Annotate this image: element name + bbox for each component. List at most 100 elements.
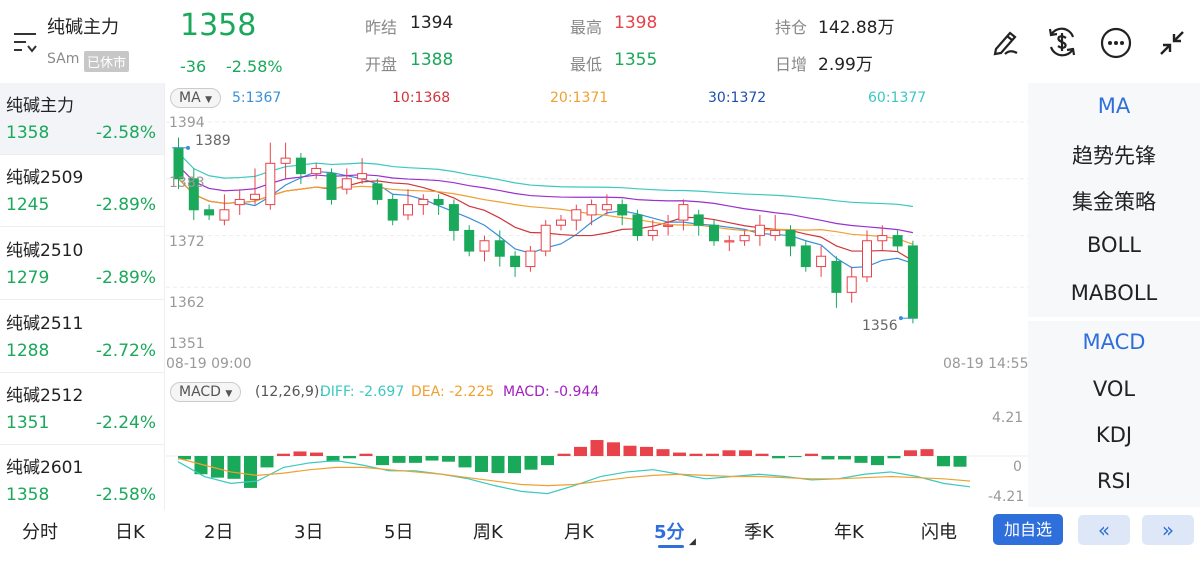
contract-name: 纯碱2512 [6,386,84,406]
low-marker: 1356 [862,318,898,334]
side-item-ma[interactable]: MA [1097,94,1131,118]
macd-chart[interactable] [166,404,1028,508]
tab-5day[interactable]: 5日 [384,522,414,543]
macd-y-tick: 0 [1013,459,1022,475]
macd-bar [326,456,340,462]
macd-bar [805,453,818,456]
macd-bar [376,456,389,466]
y-tick: 1351 [169,336,205,352]
candle-body [418,198,429,206]
side-item-maboll[interactable]: MABOLL [1070,281,1158,305]
side-item-rsi[interactable]: RSI [1096,469,1132,493]
tab-daily-k[interactable]: 日K [115,522,145,543]
macd-bar [541,456,554,466]
candle-body [862,240,872,278]
candle-body [341,178,352,190]
side-item-kdj[interactable]: KDJ [1095,423,1133,447]
stat-value: 1388 [410,50,454,70]
menu-icon[interactable] [12,30,38,54]
tab-monthly-k[interactable]: 月K [564,522,594,543]
tab-quarterly-k[interactable]: 季K [744,522,774,543]
pen-draw-icon[interactable] [990,27,1020,61]
macd-bar [557,453,571,456]
candlestick-chart[interactable] [166,112,1028,356]
contract-item[interactable]: 纯碱2511 1288 -2.72% [0,301,164,373]
tab-flash[interactable]: 闪电 [921,522,957,543]
caret-down-icon: ▼ [225,389,233,399]
side-item-vol[interactable]: VOL [1092,377,1136,401]
contract-item[interactable]: 纯碱2512 1351 -2.24% [0,373,164,445]
contract-item[interactable]: 纯碱2510 1279 -2.89% [0,228,164,300]
macd-diff: DIFF: -2.697 [320,384,405,400]
add-watch-button[interactable]: 加自选 [993,514,1063,545]
candle-body [265,162,276,206]
last-price: 1358 [180,8,257,43]
tab-3day[interactable]: 3日 [294,522,324,543]
contract-pct: -2.89% [95,268,156,288]
tab-5min[interactable]: 5分 [654,522,685,543]
macd-indicator-select[interactable]: MACD ▼ [170,382,242,402]
macd-bar [623,445,637,456]
contract-price: 1358 [6,123,50,143]
candle-body [250,193,260,200]
double-chevron-right-icon[interactable]: » [1142,515,1194,545]
tab-intraday[interactable]: 分时 [22,522,58,543]
candle-body [678,204,689,221]
macd-bar [755,453,769,456]
macd-bar [425,456,439,461]
tab-underline [658,545,684,548]
candle-body [234,198,245,206]
macd-bar [739,450,752,456]
candle-body [525,250,536,268]
candle-body [479,240,490,252]
macd-bar [788,456,802,458]
macd-value: MACD: -0.944 [503,384,600,400]
side-item-trend[interactable]: 趋势先锋 [1072,144,1156,168]
macd-bar [871,456,884,466]
contract-name: 纯碱2511 [6,314,84,334]
corner-caret-icon: ◢ [689,537,696,547]
candle-body [892,235,903,247]
side-item-strategy[interactable]: 集金策略 [1072,190,1156,214]
candle-body [693,214,704,226]
indicator-select[interactable]: MA ▼ [170,88,222,108]
dollar-cycle-icon[interactable] [1045,25,1079,63]
contract-list: 纯碱主力 1358 -2.58% 纯碱2509 1245 -2.89% 纯碱25… [0,83,165,510]
caret-down-icon: ▼ [205,95,213,105]
candle-body [739,235,750,242]
contract-pct: -2.89% [95,195,156,215]
stat-label: 最高 [570,18,603,37]
double-chevron-left-icon[interactable]: « [1078,515,1130,545]
macd-dea: DEA: -2.225 [411,384,495,400]
macd-bar [260,456,274,468]
contract-item[interactable]: 纯碱2601 1358 -2.58% [0,445,164,517]
macd-y-tick: 4.21 [992,410,1024,426]
contract-item[interactable]: 纯碱主力 1358 -2.58% [0,83,164,155]
tab-2day[interactable]: 2日 [204,522,234,543]
stat-label: 最低 [570,55,603,74]
candle-body [433,198,444,206]
contract-pct: -2.58% [95,123,156,143]
macd-bar [854,456,868,463]
side-item-macd[interactable]: MACD [1082,330,1146,354]
tab-weekly-k[interactable]: 周K [473,522,503,543]
tab-yearly-k[interactable]: 年K [834,522,864,543]
stat-label: 日增 [775,55,808,74]
contract-item[interactable]: 纯碱2509 1245 -2.89% [0,155,164,227]
candle-body [846,276,857,293]
collapse-icon[interactable] [1157,28,1187,62]
macd-params: (12,26,9): [255,384,325,400]
macd-bar [442,456,455,462]
candle-body [357,173,368,180]
candle-body [540,224,551,252]
macd-bar [392,456,406,463]
ma-legend: 20:1371 [550,90,609,106]
macd-bar [722,450,736,456]
dea-line [177,457,971,487]
more-icon[interactable] [1100,27,1132,63]
side-item-boll[interactable]: BOLL [1087,233,1141,257]
status-badge: 已休市 [84,51,130,72]
stat-label: 持仓 [775,18,808,37]
candle-body [816,255,827,268]
stat-value: 142.88万 [818,18,895,38]
